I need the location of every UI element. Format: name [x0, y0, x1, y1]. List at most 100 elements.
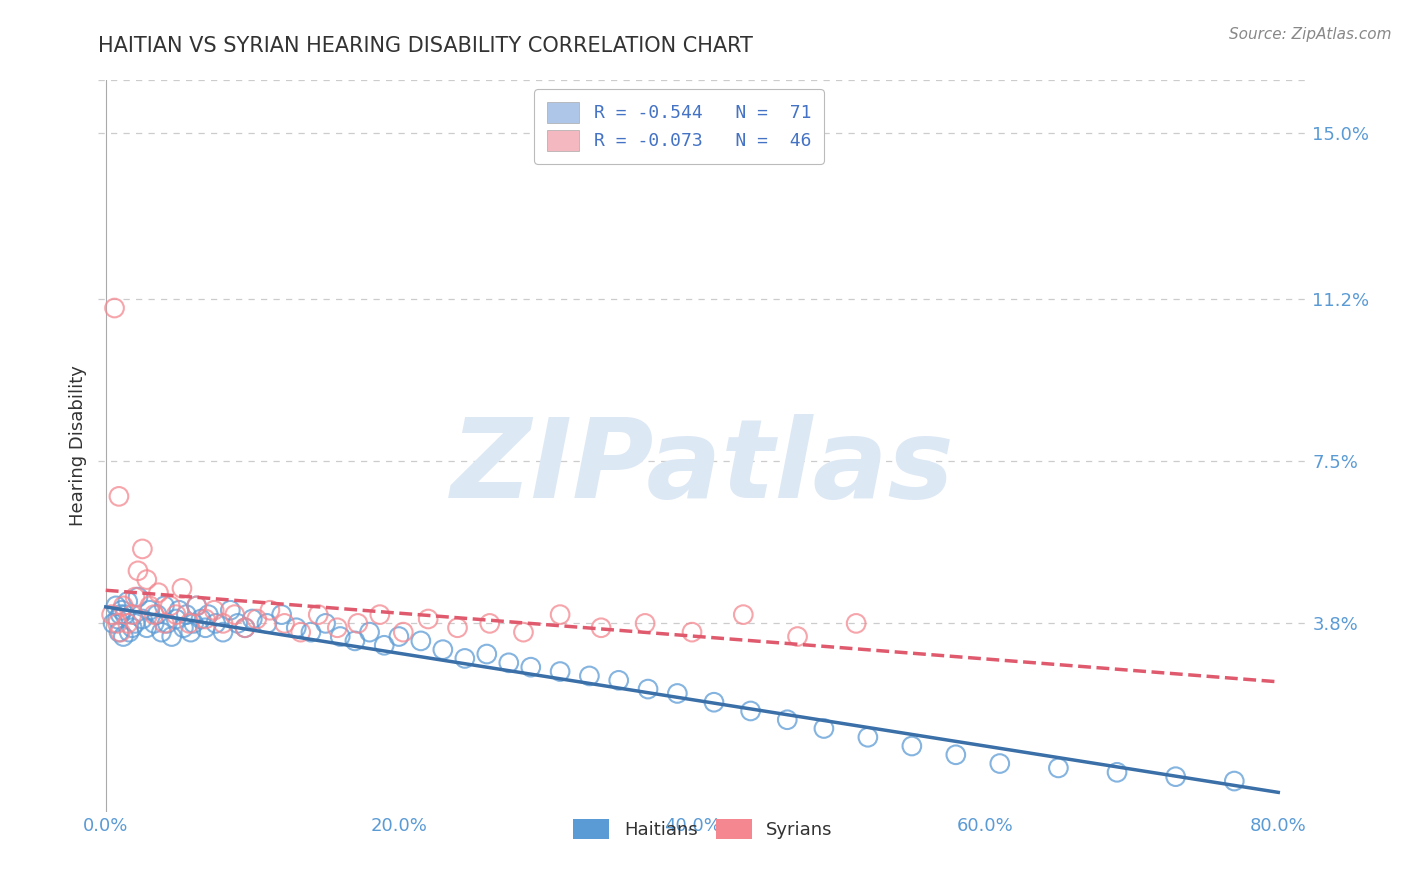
Point [186, 599, 208, 613]
Point [454, 651, 477, 665]
Point [156, 616, 179, 631]
Point [512, 625, 534, 640]
Point [183, 616, 205, 631]
Point [347, 616, 370, 631]
Point [165, 607, 187, 622]
Point [107, 616, 129, 631]
Point [101, 616, 124, 631]
Point [176, 607, 198, 622]
Point [105, 599, 128, 613]
Point [226, 616, 249, 631]
Point [299, 625, 322, 640]
Point [159, 599, 181, 613]
Point [591, 621, 613, 635]
Point [343, 634, 366, 648]
Point [392, 625, 415, 640]
Point [418, 612, 440, 626]
Point [478, 616, 501, 631]
Point [153, 616, 176, 631]
Point [548, 665, 571, 679]
Point [135, 573, 157, 587]
Point [432, 642, 454, 657]
Point [124, 616, 146, 631]
Point [368, 607, 391, 622]
Point [112, 599, 135, 613]
Point [409, 634, 432, 648]
Point [246, 612, 269, 626]
Point [148, 585, 170, 599]
Text: Source: ZipAtlas.com: Source: ZipAtlas.com [1229, 27, 1392, 42]
Point [204, 616, 226, 631]
Point [135, 621, 157, 635]
Point [256, 616, 278, 631]
Point [117, 616, 139, 631]
Point [180, 625, 202, 640]
Point [197, 607, 219, 622]
Point [326, 621, 349, 635]
Point [127, 590, 149, 604]
Point [146, 607, 169, 622]
Point [845, 616, 868, 631]
Point [945, 747, 967, 762]
Point [285, 621, 308, 635]
Point [813, 722, 835, 736]
Point [578, 669, 600, 683]
Point [121, 621, 143, 635]
Point [170, 582, 193, 596]
Point [124, 590, 146, 604]
Point [681, 625, 703, 640]
Point [219, 603, 242, 617]
Point [111, 603, 134, 617]
Point [388, 630, 411, 644]
Point [315, 616, 337, 631]
Point [186, 599, 208, 613]
Point [143, 607, 166, 622]
Point [1047, 761, 1070, 775]
Point [240, 612, 263, 626]
Point [131, 541, 153, 556]
Point [901, 739, 924, 753]
Point [107, 612, 129, 626]
Point [233, 621, 256, 635]
Point [194, 612, 217, 626]
Point [233, 621, 256, 635]
Text: ZIPatlas: ZIPatlas [451, 415, 955, 522]
Point [153, 599, 176, 613]
Point [110, 625, 132, 640]
Point [165, 612, 187, 626]
Point [138, 603, 160, 617]
Point [108, 489, 131, 503]
Legend: Haitians, Syrians: Haitians, Syrians [567, 812, 839, 847]
Point [307, 607, 329, 622]
Point [143, 616, 166, 631]
Point [259, 603, 281, 617]
Point [108, 625, 131, 640]
Point [1223, 774, 1246, 789]
Point [1164, 770, 1187, 784]
Point [475, 647, 498, 661]
Point [703, 695, 725, 709]
Point [290, 625, 312, 640]
Point [988, 756, 1011, 771]
Point [740, 704, 762, 718]
Point [607, 673, 630, 688]
Point [150, 625, 173, 640]
Point [112, 630, 135, 644]
Point [1105, 765, 1128, 780]
Point [446, 621, 468, 635]
Point [121, 607, 143, 622]
Point [118, 625, 141, 640]
Point [167, 603, 190, 617]
Text: HAITIAN VS SYRIAN HEARING DISABILITY CORRELATION CHART: HAITIAN VS SYRIAN HEARING DISABILITY COR… [98, 36, 754, 55]
Point [856, 731, 879, 745]
Point [548, 607, 571, 622]
Point [172, 621, 194, 635]
Point [329, 630, 352, 644]
Point [131, 612, 153, 626]
Point [520, 660, 543, 674]
Point [160, 630, 183, 644]
Point [786, 630, 808, 644]
Point [179, 616, 201, 631]
Point [359, 625, 381, 640]
Y-axis label: Hearing Disability: Hearing Disability [69, 366, 87, 526]
